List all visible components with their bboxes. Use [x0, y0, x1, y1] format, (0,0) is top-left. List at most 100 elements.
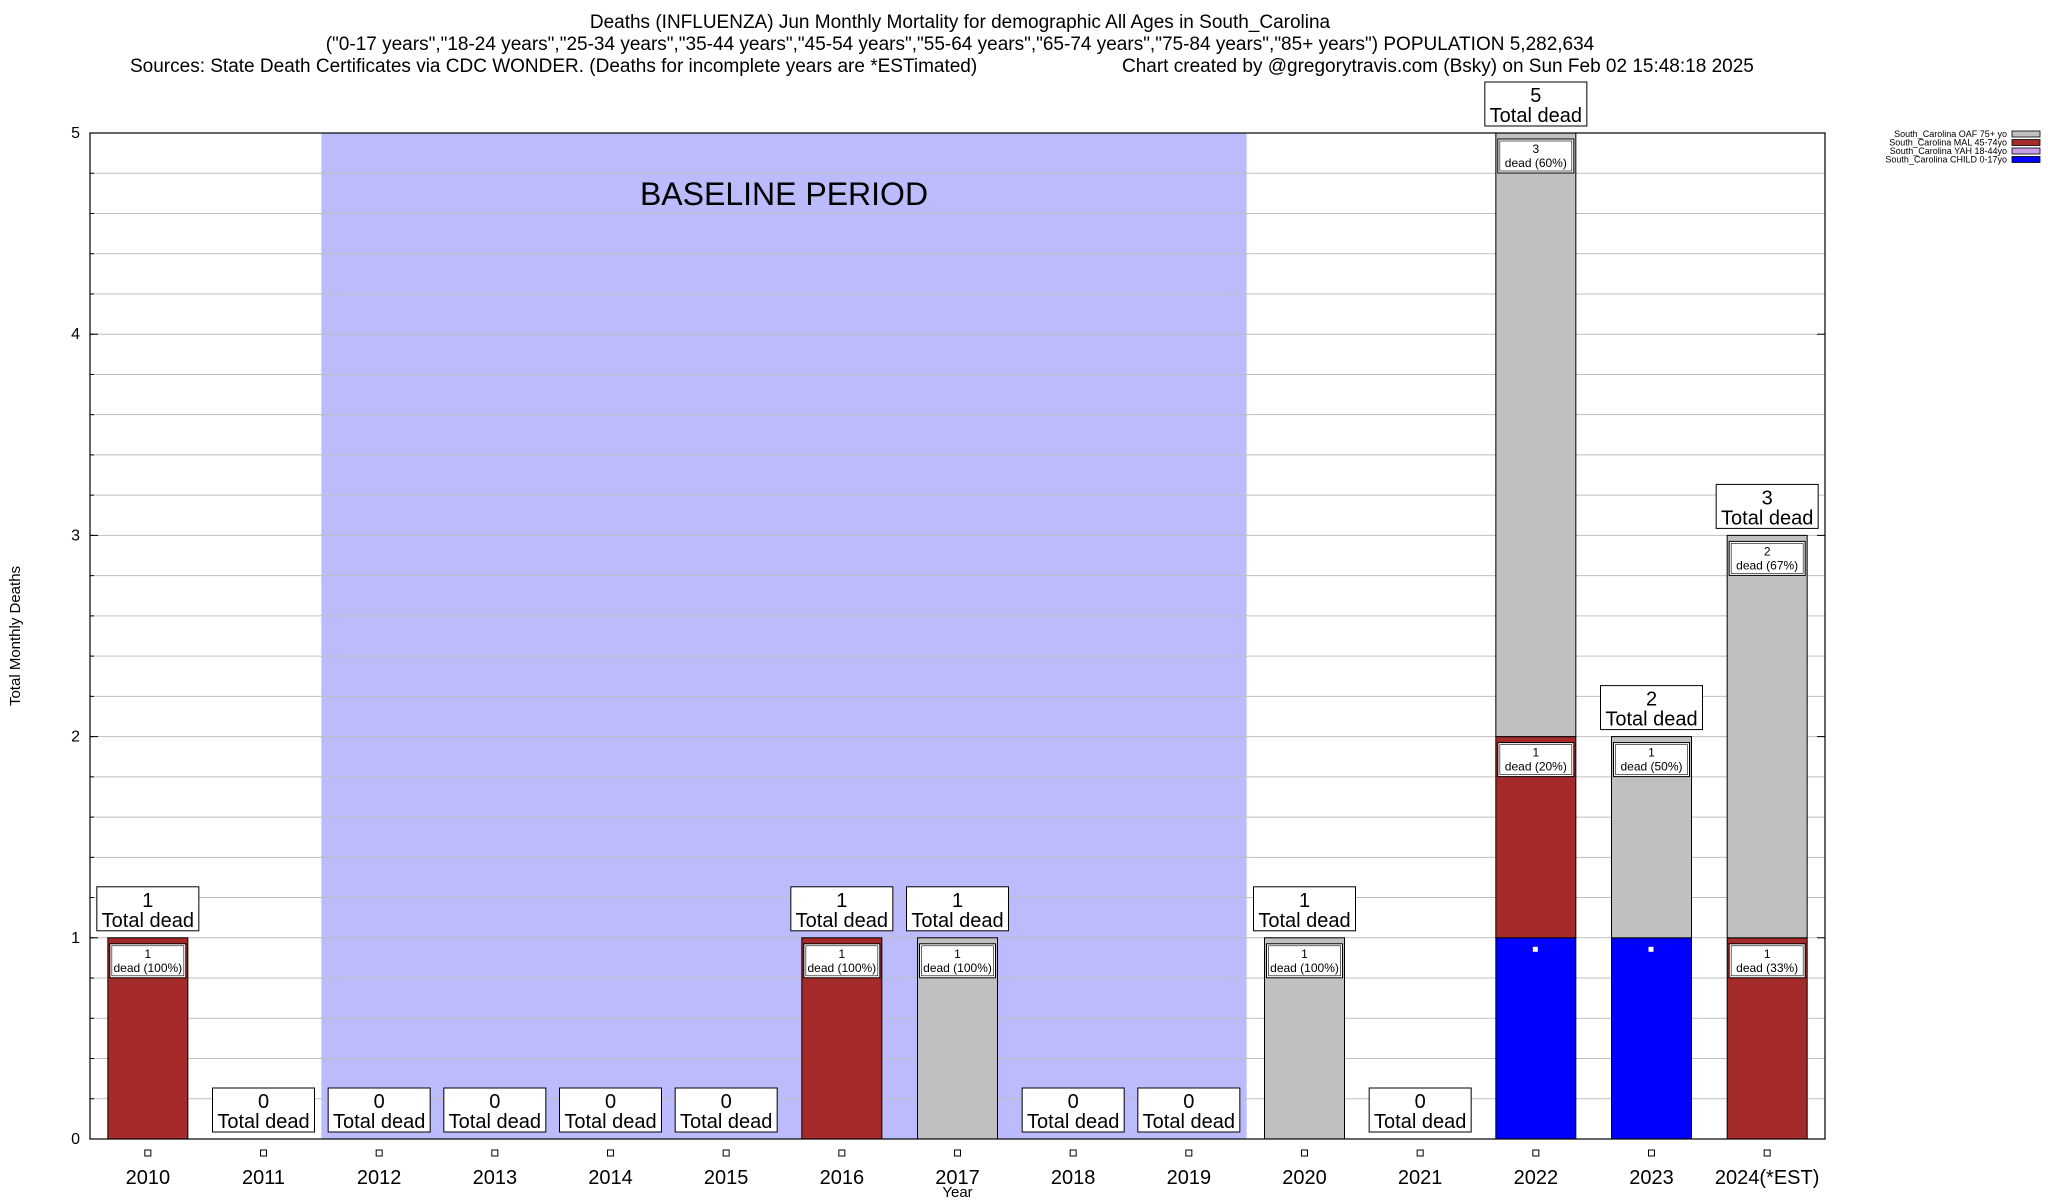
- segment-label-count: 1: [954, 947, 961, 961]
- legend-entry-south-carolina-oaf-75-yo: South_Carolina OAF 75+ yo: [1894, 129, 2007, 139]
- total-dead-label: Total dead: [217, 1111, 309, 1133]
- sources-note: Sources: State Death Certificates via CD…: [130, 56, 978, 77]
- segment-label-box: [919, 943, 996, 979]
- chart-credit: Chart created by @gregorytravis.com (Bsk…: [1122, 56, 1754, 77]
- segment-label-percent: dead (50%): [1620, 760, 1682, 774]
- total-dead-label: Total dead: [1258, 910, 1350, 932]
- child-segment-marker: [1532, 946, 1538, 952]
- bar-segment-cap: [1496, 938, 1575, 943]
- x-tick-label: 2014: [588, 1167, 633, 1189]
- total-dead-label: Total dead: [680, 1111, 772, 1133]
- x-tick-label: 2017: [935, 1167, 980, 1189]
- bar-segment-2023-south-carolina-child-0-17yo: [1611, 937, 1692, 1140]
- total-dead-count: 0: [489, 1091, 500, 1113]
- bar-segment-cap: [802, 938, 881, 943]
- y-tick-label: 4: [71, 326, 80, 343]
- category-marker: [1532, 1149, 1540, 1157]
- bar-segment-2022-south-carolina-child-0-17yo: [1495, 937, 1577, 1140]
- y-tick-label: 3: [71, 527, 80, 544]
- chart-title: Deaths (INFLUENZA) Jun Monthly Mortality…: [589, 12, 1331, 33]
- y-tick-label: 2: [71, 729, 80, 746]
- total-dead-count: 1: [836, 890, 847, 912]
- segment-label-percent: dead (100%): [1270, 961, 1339, 975]
- category-marker: [144, 1149, 152, 1157]
- total-dead-count: 0: [1183, 1091, 1194, 1113]
- baseline-period-layer: BASELINE PERIOD: [321, 133, 1247, 1139]
- total-dead-count: 0: [1068, 1091, 1079, 1113]
- segment-label-inner-border: [1615, 744, 1688, 775]
- bar-segment-2022-south-carolina-oaf-75-yo: [1495, 132, 1577, 738]
- child-segment-marker: [1648, 946, 1654, 952]
- legend-swatch-south-carolina-child-0-17yo: [2011, 156, 2041, 163]
- total-dead-label: Total dead: [1490, 105, 1582, 127]
- chart-header: Deaths (INFLUENZA) Jun Monthly Mortality…: [0, 12, 1920, 78]
- category-marker: [1185, 1149, 1193, 1157]
- baseline-period-label: BASELINE PERIOD: [640, 176, 928, 212]
- bar-segment-cap: [1612, 737, 1691, 742]
- segment-label-count: 2: [1764, 544, 1771, 558]
- segment-label-count: 1: [838, 947, 845, 961]
- segment-label-percent: dead (67%): [1736, 558, 1798, 572]
- total-dead-label: Total dead: [1027, 1111, 1119, 1133]
- segment-label-inner-border: [111, 945, 185, 977]
- category-marker: [607, 1149, 614, 1157]
- category-marker: [260, 1149, 267, 1157]
- x-tick-label: 2012: [357, 1167, 402, 1189]
- segment-label-box: [1266, 943, 1343, 979]
- legend-entry-south-carolina-yah-18-44yo: South_Carolina YAH 18-44yo: [1890, 146, 2007, 156]
- segment-label-box: [109, 943, 187, 979]
- total-dead-label: Total dead: [1143, 1111, 1235, 1133]
- x-tick-label: 2015: [704, 1167, 749, 1189]
- category-marker: [1301, 1149, 1308, 1157]
- segment-label-box: [1613, 742, 1690, 778]
- chart-subtitle: ("0-17 years","18-24 years","25-34 years…: [325, 34, 1595, 55]
- total-dead-label: Total dead: [333, 1111, 425, 1133]
- total-label-box: [674, 1087, 778, 1133]
- segment-label-box: [1497, 742, 1575, 778]
- category-marker: [838, 1149, 846, 1157]
- bar-segment-cap: [1496, 737, 1575, 742]
- x-tick-label: 2020: [1282, 1167, 1327, 1189]
- bar-segment-2024-est-south-carolina-oaf-75-yo: [1726, 534, 1808, 939]
- segment-label-box: [803, 943, 881, 979]
- category-marker: [1069, 1149, 1077, 1157]
- total-dead-label: Total dead: [102, 910, 194, 932]
- total-dead-count: 1: [1299, 890, 1310, 912]
- total-label-box: [443, 1087, 547, 1133]
- total-dead-count: 0: [258, 1091, 269, 1113]
- bar-segment-cap: [1496, 134, 1575, 138]
- total-dead-count: 1: [142, 890, 153, 912]
- segment-label-count: 1: [144, 947, 151, 961]
- total-label-box: [559, 1087, 662, 1133]
- bar-segment-cap: [1728, 938, 1807, 943]
- source-row: Sources: State Death Certificates via CD…: [0, 56, 1920, 78]
- x-tick-label: 2010: [126, 1167, 171, 1189]
- x-axis-label: Year: [942, 1184, 972, 1200]
- baseline-period-band: [321, 133, 1247, 1139]
- segment-label-inner-border: [1499, 744, 1573, 775]
- segment-label-count: 1: [1301, 947, 1308, 961]
- x-tick-label: 2018: [1051, 1167, 1096, 1189]
- segment-label-percent: dead (100%): [923, 961, 992, 975]
- x-tick-label: 2013: [473, 1167, 518, 1189]
- bar-segment-cap: [1265, 938, 1344, 943]
- total-label-box: [790, 886, 894, 932]
- category-marker: [375, 1149, 383, 1157]
- total-dead-label: Total dead: [1721, 507, 1813, 529]
- legend-swatch-south-carolina-yah-18-44yo: [2011, 147, 2041, 155]
- category-marker: [722, 1149, 730, 1157]
- total-dead-count: 5: [1530, 85, 1541, 107]
- total-dead-label: Total dead: [1605, 709, 1697, 731]
- bar-segment-cap: [918, 938, 997, 943]
- total-label-box: [1253, 886, 1356, 932]
- legend-entry-south-carolina-mal-45-74yo: South_Carolina MAL 45-74yo: [1889, 138, 2007, 148]
- segment-label-inner-border: [921, 945, 994, 977]
- segment-label-inner-border: [1499, 140, 1573, 172]
- category-marker: [1648, 1149, 1655, 1157]
- legend-swatch-south-carolina-mal-45-74yo: [2011, 139, 2041, 146]
- total-dead-count: 0: [721, 1091, 732, 1113]
- bar-segment-cap: [1728, 536, 1807, 541]
